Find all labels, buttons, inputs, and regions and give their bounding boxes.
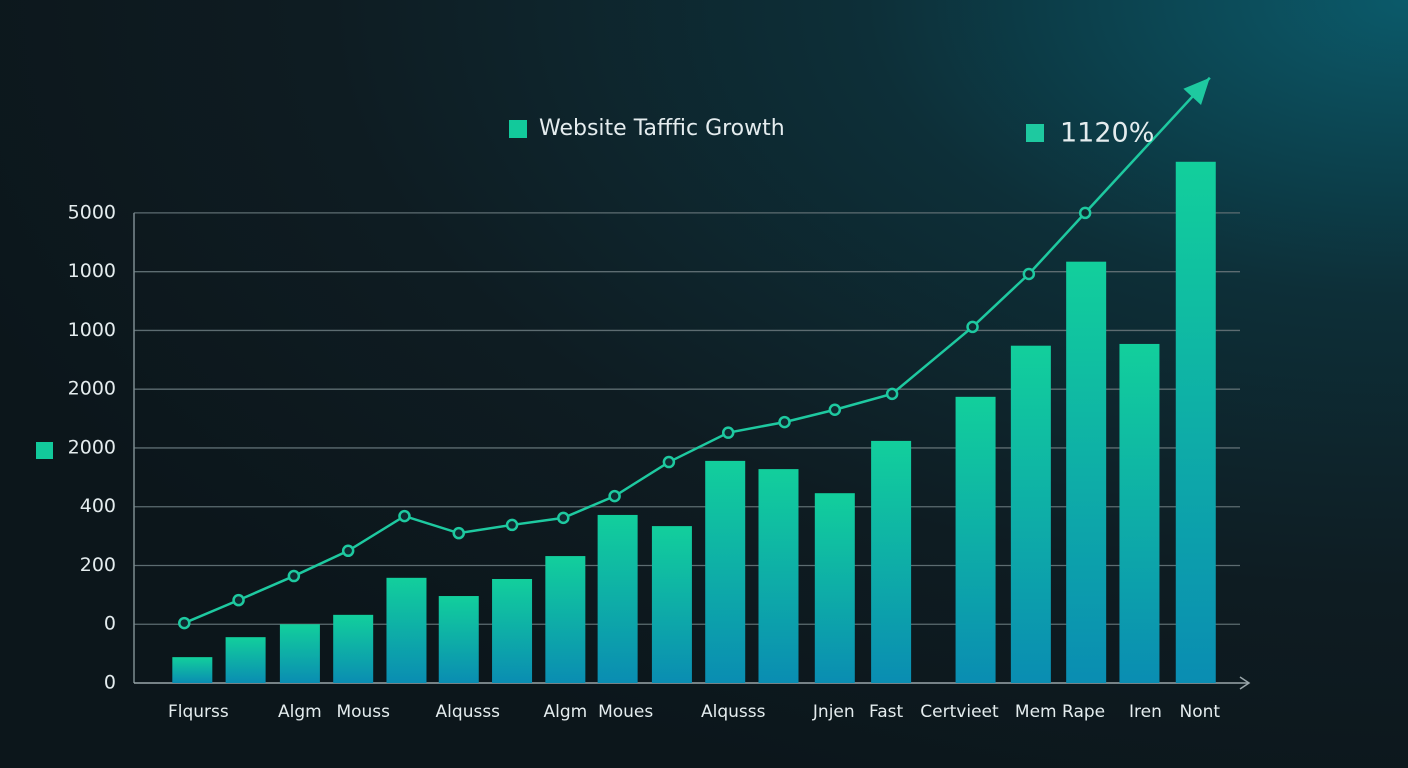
x-tick-label: Mem Rape: [1015, 702, 1105, 722]
bar: [705, 460, 746, 683]
bar: [225, 637, 266, 683]
line-point: [287, 569, 301, 583]
x-axis-arrow: [1239, 676, 1251, 690]
line-point: [452, 526, 466, 540]
bar: [333, 614, 374, 683]
bar: [545, 556, 586, 683]
y-tick-label: 400: [80, 495, 116, 517]
y-tick-label: 1000: [68, 260, 116, 282]
line-point: [505, 518, 519, 532]
x-tick-label: Moues: [598, 702, 653, 722]
x-tick-label: Algm: [278, 702, 322, 722]
arrow-head: [1183, 77, 1210, 105]
y-tick-label: 0: [104, 672, 116, 694]
plot: 0 0 200 400 2000 2000 1000 1000 5000 Flqurss Algm M…: [68, 76, 1251, 722]
line-point: [178, 616, 191, 630]
line-point: [1022, 267, 1036, 281]
bar: [651, 526, 692, 683]
bar: [758, 469, 799, 683]
bar: [172, 657, 213, 683]
bar: [279, 624, 320, 683]
line-point: [232, 593, 245, 607]
bar: [871, 440, 912, 683]
bar: [438, 596, 479, 683]
line-point: [721, 426, 735, 439]
legend-label: 1120%: [1060, 118, 1154, 149]
x-tick-label: Alqusss: [436, 702, 501, 722]
bar: [1119, 343, 1160, 683]
x-tick-label: Jnjen: [812, 702, 855, 722]
x-tick-label: Fast: [869, 702, 903, 722]
line-point: [885, 387, 899, 401]
bar: [1010, 345, 1051, 683]
x-tick-label: Alqusss: [701, 702, 766, 722]
line-point: [398, 509, 411, 523]
y-tick-label: 5000: [68, 201, 116, 223]
line-point: [778, 415, 791, 429]
bar: [955, 396, 996, 683]
bar: [1175, 161, 1216, 683]
bar: [1066, 261, 1107, 683]
y-tick-label: 2000: [68, 436, 116, 458]
line-point: [662, 455, 676, 469]
legend-swatch: [509, 120, 527, 138]
line: [183, 76, 1211, 625]
legend-label: Website Tafffic Growth: [539, 116, 785, 141]
y-tick-label: 1000: [68, 319, 116, 341]
bar: [386, 577, 427, 683]
y-tick-label: 2000: [68, 378, 116, 400]
x-tick-label: Iren: [1129, 702, 1162, 722]
bar: [492, 578, 533, 683]
line-point: [1078, 206, 1092, 220]
line-point: [608, 489, 621, 503]
line-point: [557, 511, 570, 525]
bar: [814, 493, 855, 683]
bar: [597, 514, 638, 683]
y-tick-label: 0: [104, 613, 116, 635]
legend-swatch: [1026, 124, 1044, 142]
x-tick-label: Mouss: [336, 702, 390, 722]
line-point: [828, 403, 842, 417]
axis-marker: [36, 442, 53, 459]
x-tick-label: Certvieet: [920, 702, 999, 722]
line-point: [341, 544, 355, 558]
x-tick-label: Algm: [543, 702, 587, 722]
y-tick-label: 200: [80, 554, 116, 576]
line-point: [966, 320, 979, 334]
x-tick-label: Nont: [1180, 702, 1221, 722]
x-tick-label: Flqurss: [168, 702, 229, 722]
